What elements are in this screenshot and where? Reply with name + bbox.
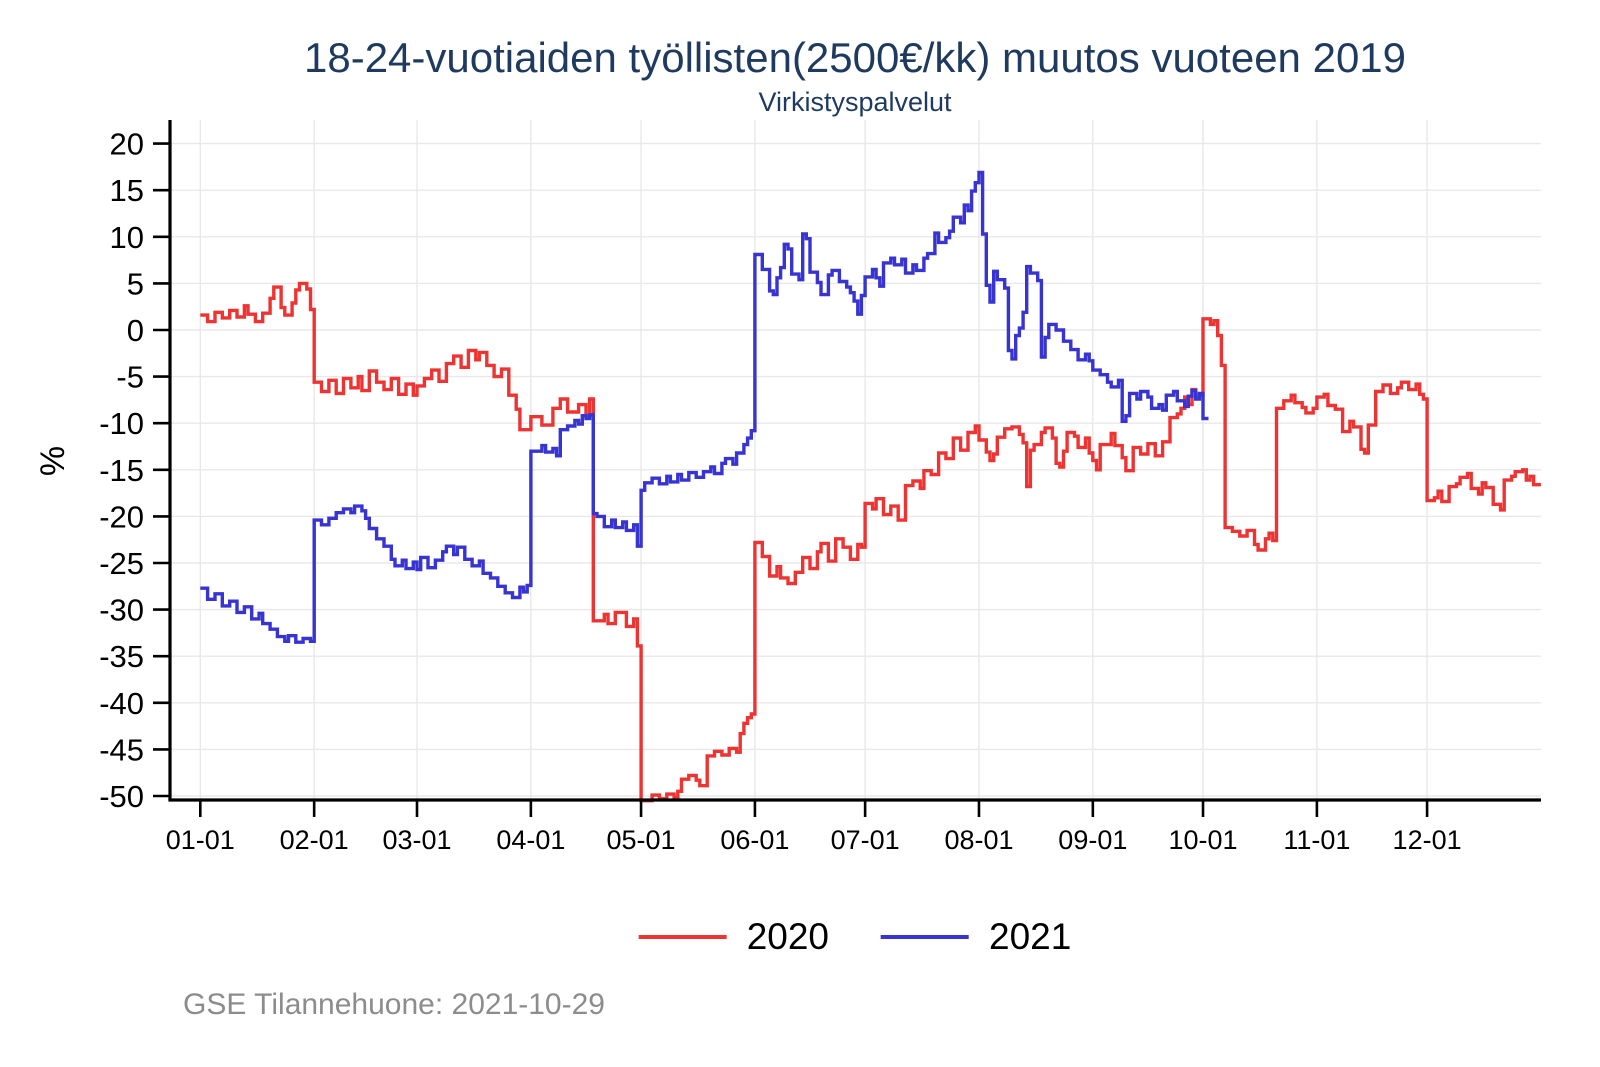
legend-item-2020: 2020 [638, 916, 829, 957]
y-tick-label: -40 [99, 686, 144, 721]
legend-line-2021 [881, 934, 969, 939]
y-tick-label: -30 [99, 593, 144, 628]
y-tick-label: -10 [99, 406, 144, 441]
x-tick-label: 06-01 [720, 825, 789, 855]
series-line-2021 [200, 170, 1209, 644]
y-axis-title: % [34, 446, 72, 476]
y-tick-label: 10 [110, 220, 144, 255]
y-tick-label: -45 [99, 732, 144, 767]
legend: 2020 2021 [638, 916, 1071, 957]
y-tick-label: 0 [127, 313, 144, 348]
legend-item-2021: 2021 [881, 918, 1071, 955]
legend-label-2021: 2021 [989, 916, 1072, 957]
y-tick-label: -20 [99, 499, 144, 534]
x-tick-label: 05-01 [607, 825, 676, 855]
chart-subtitle: Virkistyspalvelut [758, 87, 952, 117]
x-tick-label: 07-01 [831, 825, 900, 855]
y-tick-label: -5 [116, 360, 144, 395]
x-tick-label: 04-01 [496, 825, 565, 855]
y-tick-label: 20 [110, 127, 144, 162]
x-tick-label: 02-01 [280, 825, 349, 855]
legend-label-2020: 2020 [746, 916, 829, 957]
y-tick-label: -50 [99, 779, 144, 814]
x-tick-label: 12-01 [1393, 825, 1462, 855]
x-tick-label: 03-01 [382, 825, 451, 855]
legend-line-2020 [638, 934, 727, 939]
x-tick-label: 01-01 [166, 825, 235, 855]
x-tick-label: 10-01 [1168, 825, 1237, 855]
x-tick-label: 11-01 [1283, 825, 1350, 855]
x-tick-label: 09-01 [1058, 825, 1127, 855]
page-title: 18-24-vuotiaiden työllisten(2500€/kk) mu… [303, 34, 1407, 81]
x-tick-label: 08-01 [944, 825, 1013, 855]
y-tick-label: 15 [110, 173, 144, 208]
y-tick-label: -35 [99, 639, 144, 674]
y-tick-label: -15 [99, 453, 144, 488]
source-note: GSE Tilannehuone: 2021-10-29 [183, 988, 605, 1021]
series-line-2020 [200, 281, 1541, 803]
y-tick-label: -25 [99, 546, 144, 581]
y-tick-label: 5 [127, 266, 144, 301]
